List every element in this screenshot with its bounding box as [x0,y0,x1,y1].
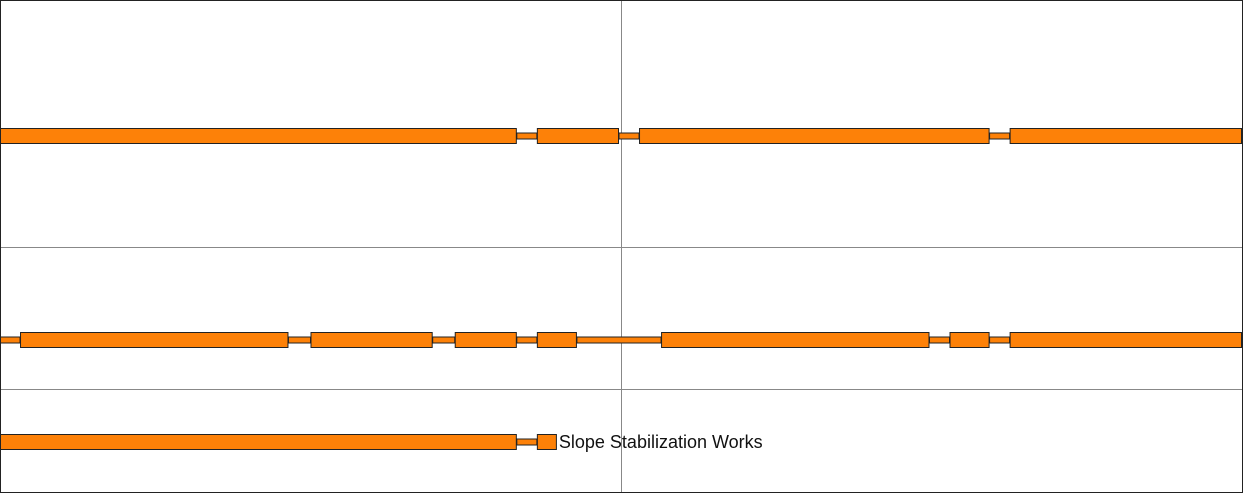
task-link [516,438,538,446]
task-link [989,132,1011,140]
task-link [516,132,538,140]
task-bar [536,332,577,348]
task-bar [1009,332,1242,348]
task-bar [20,332,289,348]
task-link [989,336,1011,344]
task-bar [949,332,990,348]
task-link [516,336,538,344]
task-label: Slope Stabilization Works [559,432,763,452]
task-bar [639,128,990,144]
task-link [432,336,456,344]
task-bar [0,128,517,144]
task-link [287,336,311,344]
task-bar [1009,128,1242,144]
task-bar [536,434,557,450]
task-bar [454,332,517,348]
task-link [618,132,640,140]
task-bar [0,434,517,450]
task-bar [536,128,619,144]
task-bar [310,332,433,348]
task-link [576,336,662,344]
bars-layer [0,128,1242,450]
task-bar [661,332,930,348]
task-link [0,336,21,344]
task-link [928,336,951,344]
label-layer: Slope Stabilization Works [559,432,763,452]
